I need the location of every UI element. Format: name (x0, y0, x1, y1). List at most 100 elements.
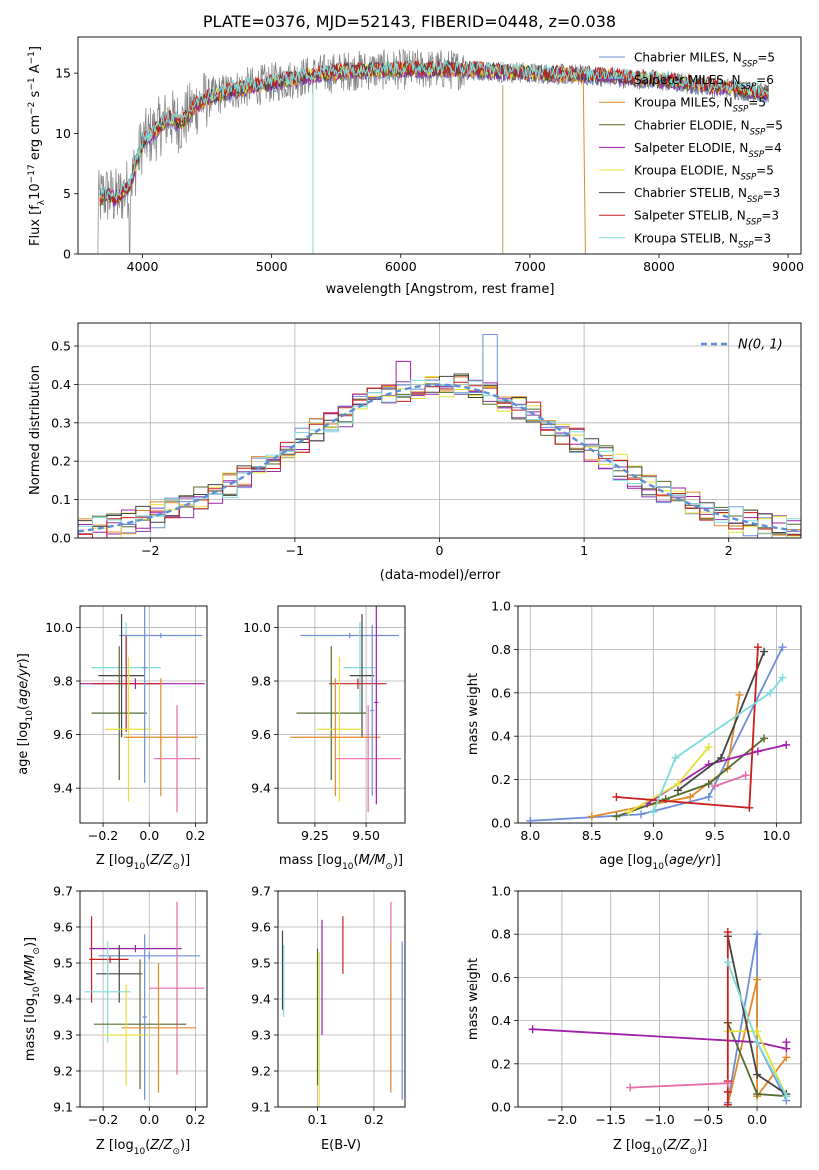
y-axis-label: Flux [fλ10−17 erg cm−2 s−1 A−1] (27, 46, 47, 246)
panel-age_vs_mass: 9.25 9.50 9.4 9.6 9.8 10.0 mass [log10(M/M⊙)] (243, 605, 406, 872)
weight-marker (766, 688, 775, 697)
x-tick-label: 4000 (127, 259, 159, 274)
figure-title: PLATE=0376, MJD=52143, FIBERID=0448, z=0… (202, 12, 617, 31)
y-tick-label: 0.2 (491, 1056, 511, 1071)
plot-area (84, 901, 205, 1100)
y-tick-label: 0.8 (491, 642, 511, 657)
plot-area (78, 334, 801, 538)
x-axis-label: mass [log10(M/M⊙)] (279, 853, 403, 872)
y-tick-label: 0.1 (51, 492, 71, 507)
weight-marker (723, 928, 732, 937)
plot-area (97, 48, 770, 254)
x-tick-label: 0.2 (186, 828, 206, 843)
y-tick-label: 5 (63, 186, 71, 201)
y-tick-label: 0.6 (491, 685, 511, 700)
weight-marker (723, 1100, 732, 1107)
x-tick-label: 6000 (385, 259, 417, 274)
y-tick-label: 0.4 (491, 1013, 511, 1028)
y-tick-label: 9.6 (53, 727, 73, 742)
weight-marker (723, 958, 732, 967)
weight-marker (528, 1025, 537, 1034)
weight-line (714, 774, 746, 787)
y-tick-label: 0.0 (51, 531, 71, 546)
y-tick-label: 9.6 (53, 920, 73, 935)
y-tick-label: 10 (55, 126, 71, 141)
axes-frame (517, 605, 802, 824)
weight-marker (671, 753, 680, 762)
weight-marker (723, 1087, 732, 1096)
x-tick-label: −0.2 (88, 828, 118, 843)
weight-marker (673, 786, 682, 795)
x-tick-label: 0.0 (139, 1112, 159, 1127)
legend-label: Chabrier ELODIE, NSSP=5 (634, 118, 783, 137)
y-tick-label: 0.4 (491, 729, 511, 744)
y-tick-label: 0.5 (51, 339, 71, 354)
y-tick-label: 1.0 (491, 884, 511, 899)
y-tick-label: 0.0 (491, 816, 511, 831)
legend-label: Chabrier MILES, NSSP=5 (634, 51, 775, 70)
panel-weight_vs_Z: −2.0 −1.5 −1.0 −0.5 0.0 0.0 0.2 0.4 0.6 0.8 1.0 Z [… (466, 884, 802, 1157)
y-tick-label: 9.7 (53, 884, 73, 899)
x-tick-label: 0 (436, 543, 444, 558)
x-tick-label: 8000 (643, 259, 675, 274)
weight-marker (735, 690, 744, 699)
weight-marker (686, 792, 695, 801)
y-tick-label: 9.6 (251, 727, 271, 742)
y-tick-label: 0.2 (491, 772, 511, 787)
panel-mass_vs_Z: −0.2 0.0 0.2 9.1 9.2 9.3 9.4 9.5 9.6 9.7 Z [log10(… (23, 884, 208, 1157)
x-tick-label: 7000 (514, 259, 546, 274)
y-tick-label: 0.0 (491, 1100, 511, 1115)
axes-frame (79, 605, 208, 824)
weight-marker (649, 808, 658, 817)
weight-marker (637, 810, 646, 819)
x-axis-label: age [log10(age/yr)] (599, 853, 721, 872)
y-tick-label: 9.4 (251, 992, 271, 1007)
legend-label: Kroupa ELODIE, NSSP=5 (634, 164, 774, 183)
y-tick-label: 9.2 (251, 1064, 271, 1079)
y-tick-label: 10.0 (243, 620, 271, 635)
legend-label: Salpeter MILES, NSSP=6 (634, 73, 774, 92)
y-tick-label: 1.0 (491, 599, 511, 614)
weight-marker (753, 930, 762, 939)
x-tick-label: 9.50 (352, 828, 380, 843)
weight-marker (782, 1053, 791, 1062)
weight-line (530, 646, 784, 822)
legend-label: Salpeter STELIB, NSSP=3 (634, 209, 779, 228)
x-tick-label: 9.25 (301, 828, 329, 843)
x-tick-label: −2.0 (547, 1112, 577, 1127)
y-tick-label: 9.3 (251, 1028, 271, 1043)
weight-marker (753, 1070, 762, 1079)
plot-area (80, 606, 205, 813)
panel-spectrum: 4000 5000 6000 7000 8000 9000 0 5 10 15 wavelength… (27, 36, 804, 297)
model-spectrum-line (99, 59, 769, 202)
panel-weight_vs_age: 8.0 8.5 9.0 9.5 10.0 0.0 0.2 0.4 0.6 0.8 1.0 age [l… (466, 599, 802, 872)
y-tick-label: 15 (55, 66, 71, 81)
y-axis-label: mass [log10(M/M⊙)] (23, 937, 42, 1061)
weight-marker (587, 812, 596, 821)
weight-line (630, 1082, 728, 1089)
weight-marker (753, 1090, 762, 1099)
y-axis-label: mass weight (466, 958, 481, 1040)
x-tick-label: 0.0 (139, 828, 159, 843)
plot-area (528, 928, 791, 1107)
x-axis-label: Z [log10(Z/Z⊙)] (96, 1138, 190, 1157)
weight-marker (526, 816, 535, 823)
x-tick-label: −1.0 (644, 1112, 674, 1127)
axes-frame (77, 36, 802, 255)
y-tick-label: 9.7 (251, 884, 271, 899)
axes-frame (277, 605, 406, 824)
y-tick-label: 9.4 (53, 992, 73, 1007)
panel-age_vs_Z: −0.2 0.0 0.2 9.4 9.6 9.8 10.0 Z [log10(Z/Z⊙)] ag… (16, 605, 208, 872)
x-tick-label: 0.1 (308, 1112, 328, 1127)
weight-marker (760, 647, 769, 656)
weight-marker (704, 779, 713, 788)
y-tick-label: 9.6 (251, 920, 271, 935)
x-tick-label: 0.2 (186, 1112, 206, 1127)
x-tick-label: −2 (141, 543, 159, 558)
histogram-step (78, 381, 801, 538)
y-tick-label: 9.3 (53, 1028, 73, 1043)
y-tick-label: 0.3 (51, 415, 71, 430)
weight-marker (710, 782, 719, 791)
x-tick-label: −0.5 (693, 1112, 723, 1127)
